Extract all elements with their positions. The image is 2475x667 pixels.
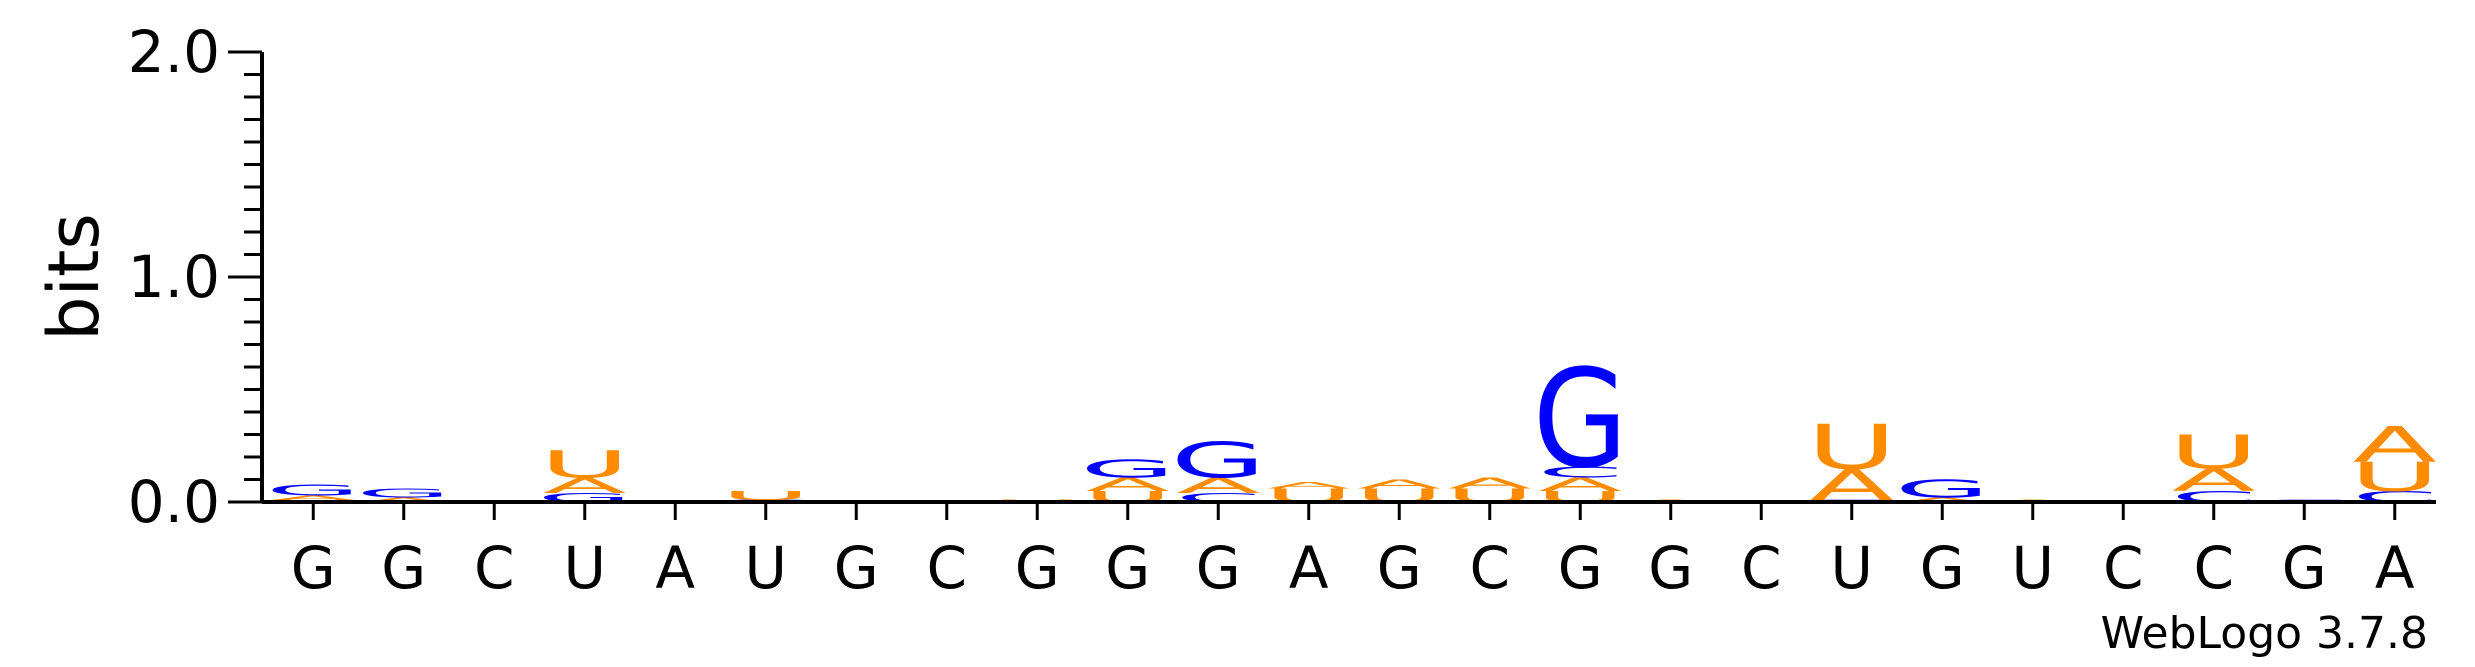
x-tick-label: G: [291, 534, 336, 602]
x-tick-label: C: [1470, 534, 1511, 602]
x-tick-label: G: [1015, 534, 1060, 602]
x-tick-label: C: [927, 534, 968, 602]
x-tick-label: G: [1377, 534, 1422, 602]
logo-letter-a: A: [1176, 473, 1260, 498]
x-tick-label: G: [1558, 534, 1603, 602]
y-tick-label: 1.0: [128, 243, 220, 311]
x-tick-label: C: [1741, 534, 1782, 602]
logo-stacks: UAGAGGAUGUUUAGCAGUAUAUAUACGAGAUAGACAUCCU…: [266, 340, 2440, 510]
logo-letter-a: A: [2353, 416, 2437, 473]
logo-letter-g: G: [1895, 475, 1990, 504]
x-tick-label: A: [2375, 534, 2415, 602]
logo-letter-a: A: [362, 496, 446, 503]
logo-letter-u: U: [540, 443, 630, 486]
x-tick-label: G: [834, 534, 879, 602]
logo-letter-a: A: [543, 473, 627, 498]
x-tick-label: U: [2012, 534, 2054, 602]
logo-letter-a: A: [1267, 480, 1351, 491]
x-tick-label: C: [2194, 534, 2235, 602]
x-tick-label: G: [1648, 534, 1693, 602]
x-tick-label: U: [745, 534, 787, 602]
logo-letter-g: G: [356, 486, 451, 500]
logo-letter-u: U: [2169, 425, 2259, 479]
logo-letter-a: A: [271, 494, 355, 501]
x-tick-label: G: [1920, 534, 1965, 602]
logo-letter-g: G: [266, 481, 361, 499]
x-tick-label: A: [1289, 534, 1329, 602]
logo-letter-a: A: [1900, 496, 1984, 503]
y-axis-label: bits: [33, 213, 115, 341]
logo-letter-g: G: [1080, 454, 1175, 483]
y-tick-label: 2.0: [128, 18, 220, 86]
credit-label: WebLogo 3.7.8: [2101, 608, 2428, 659]
logo-letter-u: U: [721, 488, 811, 502]
logo-letter-a: A: [2172, 463, 2256, 499]
x-tick-label: U: [1831, 534, 1873, 602]
logo-letter-c: C: [1537, 463, 1623, 481]
logo-letter-u: U: [1807, 411, 1897, 483]
logo-letter-g: G: [1533, 340, 1628, 498]
logo-letter-a: A: [1086, 473, 1170, 495]
logo-letter-a: A: [1357, 477, 1441, 491]
y-tick-label: 0.0: [128, 468, 220, 536]
x-tick-label: G: [381, 534, 426, 602]
x-tick-label: C: [2103, 534, 2144, 602]
x-tick-label: G: [1196, 534, 1241, 602]
y-axis: 0.0 1.0 2.0: [128, 18, 264, 536]
x-tick-label: C: [474, 534, 515, 602]
logo-letter-a: A: [1538, 473, 1622, 495]
x-tick-label: U: [564, 534, 606, 602]
x-tick-label: G: [2282, 534, 2327, 602]
logo-letter-g: G: [1171, 432, 1266, 489]
x-tick-label: G: [1105, 534, 1150, 602]
logo-letter-a: A: [1448, 474, 1532, 492]
x-tick-label: A: [655, 534, 695, 602]
logo-letter-u: U: [2350, 453, 2440, 500]
